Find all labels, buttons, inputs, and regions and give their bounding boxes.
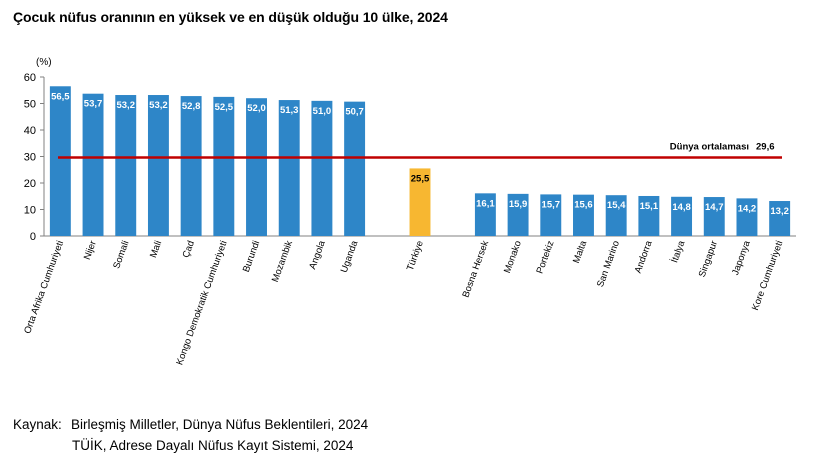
x-tick-label: Mozambik [270, 239, 295, 284]
x-tick-label: Burundi [241, 239, 263, 274]
x-axis-labels: Orta Afrika Cumhuriyeti Nijer Somali Mali Ça… [22, 239, 785, 367]
bar [671, 196, 693, 236]
world-average-value: 29,6 [756, 142, 775, 153]
x-tick-label: Singapur [697, 239, 720, 278]
x-tick-label: Kore Cumhuriyeti [750, 239, 785, 312]
x-tick-label: Malta [571, 239, 590, 265]
bar [344, 101, 366, 237]
y-tick-label: 30 [24, 152, 36, 164]
bar [540, 194, 562, 236]
x-tick-label: Orta Afrika Cumhuriyeti [22, 239, 66, 335]
bar-value-label: 25,5 [411, 173, 430, 184]
bar-value-label: 53,7 [84, 99, 103, 110]
source-line: TÜİK, Adrese Dayalı Nüfus Kayıt Sistemi,… [72, 438, 354, 453]
x-tick-label: Japonya [730, 239, 753, 277]
bar-value-label: 15,4 [607, 200, 626, 211]
x-tick-label: Türkiye [405, 239, 426, 272]
bar-value-label: 53,2 [116, 100, 135, 111]
bar-value-label: 52,0 [247, 103, 266, 114]
bar-value-label: 51,3 [280, 105, 299, 116]
y-tick-label: 40 [24, 125, 36, 137]
bar [409, 168, 431, 236]
bar [769, 201, 791, 236]
y-tick-label: 50 [24, 99, 36, 111]
bar [573, 194, 594, 236]
y-axis-unit: (%) [36, 57, 52, 68]
bar [638, 195, 660, 236]
x-tick-label: Andorra [633, 239, 655, 275]
x-tick-label: Somali [111, 239, 131, 270]
bar [703, 197, 725, 236]
bar-value-label: 51,0 [313, 106, 332, 117]
bar-value-label: 52,8 [182, 101, 201, 112]
x-tick-label: Bosna Hersek [460, 239, 491, 299]
x-tick-label: Çad [181, 239, 197, 259]
x-tick-label: San Marino [595, 239, 622, 288]
bar [82, 93, 104, 236]
bar-value-label: 50,7 [345, 107, 364, 118]
bar [49, 86, 71, 237]
y-tick-label: 60 [24, 72, 36, 84]
source-note: Kaynak: Birleşmiş Milletler, Dünya Nüfus … [13, 414, 368, 456]
bar-value-label: 52,5 [215, 102, 234, 113]
bar-value-label: 15,1 [640, 201, 659, 212]
reference-line-group: Dünya ortalaması 29,6 [58, 142, 782, 159]
bar-value-label: 56,5 [51, 91, 70, 102]
bar [278, 100, 300, 237]
bar-value-label: 14,7 [705, 202, 724, 213]
bar-value-label: 15,9 [509, 199, 528, 210]
y-tick-label: 10 [24, 205, 36, 217]
source-label: Kaynak: [13, 417, 62, 432]
bar [147, 95, 169, 237]
bar-value-label: 15,6 [574, 200, 593, 211]
bar [246, 98, 267, 236]
chart-title: Çocuk nüfus oranının en yüksek ve en düş… [13, 9, 448, 25]
bar [605, 195, 627, 236]
x-tick-label: Uganda [339, 239, 361, 275]
bar-value-label: 14,8 [672, 202, 691, 213]
x-tick-label: Monako [502, 239, 524, 275]
x-tick-label: Nijer [82, 239, 99, 261]
bar [180, 96, 202, 236]
world-average-label: Dünya ortalaması [670, 142, 749, 153]
bar [213, 96, 235, 236]
bar [115, 95, 137, 237]
bar [311, 100, 333, 236]
bar-value-label: 13,2 [770, 206, 789, 217]
bar-value-label: 53,2 [149, 100, 168, 111]
x-tick-label: Kongo Demokratik Cumhuriyeti [174, 239, 229, 366]
source-line: Birleşmiş Milletler, Dünya Nüfus Beklent… [71, 417, 369, 432]
x-tick-label: Mali [148, 239, 164, 259]
x-tick-label: İtalya [669, 239, 687, 265]
bar-value-label: 14,2 [738, 203, 757, 214]
bar-value-label: 16,1 [476, 198, 495, 209]
bar [507, 193, 529, 236]
y-tick-label: 0 [30, 231, 36, 243]
x-tick-label: Portekiz [535, 239, 557, 275]
x-tick-label: Angola [307, 239, 328, 271]
bar [736, 198, 758, 236]
bar [474, 193, 496, 236]
bar-series: 56,5 53,7 53,2 53,2 52,8 52,5 52,0 51,3 51,0 50,7… [49, 86, 791, 237]
bar-value-label: 15,7 [542, 199, 561, 210]
y-tick-label: 20 [24, 178, 36, 190]
